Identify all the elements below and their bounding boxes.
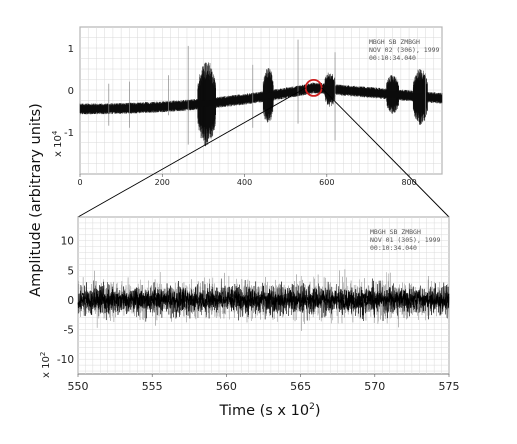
- bottom-annotation-line-2: NOV 01 (305), 1999: [370, 236, 441, 244]
- bottom-tick-labels: 550 555 560 565 570 575 10 5 0 -5 -10: [57, 236, 460, 393]
- top-annotation-line-1: MBGH SB ZMBGH: [369, 38, 420, 46]
- top-waveform: [79, 39, 443, 147]
- top-x-tick-label: 600: [319, 178, 334, 187]
- top-annotation-line-3: 00:10:34.040: [369, 54, 416, 62]
- bottom-y-tick-label: -10: [57, 354, 74, 366]
- bottom-y-tick-label: 0: [67, 295, 74, 307]
- top-y-exponent: x 104: [51, 130, 64, 157]
- zoom-connector-left: [77, 87, 306, 218]
- bottom-waveform-trace-core: [77, 286, 450, 313]
- bottom-annotation-line-3: 00:10:34.040: [370, 244, 417, 252]
- top-waveform-band: [80, 84, 442, 112]
- bottom-y-tick-label: 5: [67, 265, 74, 277]
- top-y-tick-label: 0: [68, 86, 74, 97]
- top-y-tick-label: 1: [68, 44, 74, 55]
- bottom-x-tick-label: 570: [364, 380, 385, 393]
- top-panel: 0 200 400 600 800 1 0 -1 x 104 MBGH SB ZMBGH NO…: [51, 26, 443, 187]
- bottom-y-tick-label: 10: [61, 236, 74, 248]
- zoom-connector-right: [321, 87, 450, 218]
- top-annotation-line-2: NOV 02 (306), 1999: [369, 46, 440, 54]
- bottom-x-tick-label: 575: [439, 380, 460, 393]
- top-x-tick-label: 0: [77, 178, 82, 187]
- bottom-x-tick-label: 555: [142, 380, 163, 393]
- top-y-tick-label: -1: [64, 128, 74, 139]
- bottom-annotation-line-1: MBGH SB ZMBGH: [370, 228, 421, 236]
- x-axis-label: Time (s x 102): [219, 402, 321, 419]
- bottom-x-tick-label: 550: [68, 380, 89, 393]
- bottom-x-tick-label: 560: [216, 380, 237, 393]
- bottom-y-tick-label: -5: [64, 325, 74, 337]
- top-x-tick-label: 800: [401, 178, 416, 187]
- bottom-annotation: MBGH SB ZMBGH NOV 01 (305), 1999 00:10:3…: [370, 228, 441, 252]
- top-x-tick-label: 200: [155, 178, 170, 187]
- top-tick-labels: 0 200 400 600 800 1 0 -1: [64, 44, 417, 187]
- bottom-x-tick-label: 565: [290, 380, 311, 393]
- bottom-panel: 550 555 560 565 570 575 10 5 0 -5 -10 x 102 MBGH S…: [39, 216, 460, 393]
- top-annotation: MBGH SB ZMBGH NOV 02 (306), 1999 00:10:3…: [369, 38, 440, 62]
- top-x-tick-label: 400: [237, 178, 252, 187]
- bottom-waveform: [77, 269, 450, 331]
- bottom-y-exponent: x 102: [39, 352, 52, 378]
- y-axis-label: Amplitude (arbitrary units): [28, 103, 44, 297]
